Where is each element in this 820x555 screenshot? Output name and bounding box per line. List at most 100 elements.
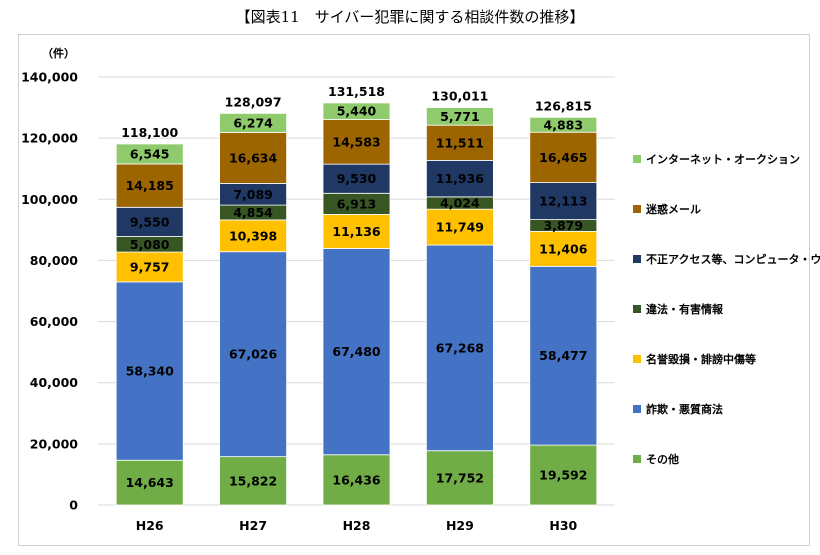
bar-segment bbox=[529, 116, 598, 133]
legend-label: 名誉毀損・誹謗中傷等 bbox=[646, 352, 756, 366]
bar-segment-label: 11,511 bbox=[436, 135, 484, 150]
bar-stack-H30: 19,592 58,477 11,406 3,879 12,113 16,465 4,883… bbox=[529, 98, 598, 506]
x-axis: H26 H27 H28 H29 H30 bbox=[136, 518, 578, 533]
bar-segment bbox=[425, 244, 494, 452]
y-tick-label: 0 bbox=[69, 498, 78, 513]
bar-segment bbox=[322, 248, 391, 456]
y-tick-label: 60,000 bbox=[30, 314, 79, 329]
bar-segment-label: 6,913 bbox=[337, 196, 377, 211]
bar-segment bbox=[425, 107, 494, 126]
bar-segment-label: 58,340 bbox=[126, 364, 175, 379]
y-axis-unit-label: （件） bbox=[42, 46, 75, 60]
legend-swatch bbox=[633, 405, 641, 413]
x-tick-label: H30 bbox=[549, 518, 577, 533]
bar-segment bbox=[425, 208, 494, 246]
bar-segment bbox=[322, 454, 391, 506]
bar-segment-label: 19,592 bbox=[539, 468, 587, 483]
bar-segment-label: 58,477 bbox=[539, 348, 587, 363]
bar-segment-label: 11,136 bbox=[332, 224, 381, 239]
bar-total-label: 118,100 bbox=[121, 125, 178, 140]
bar-segment-label: 14,185 bbox=[126, 178, 174, 193]
y-tick-label: 40,000 bbox=[30, 375, 79, 390]
y-tick-label: 80,000 bbox=[30, 253, 79, 268]
legend-swatch bbox=[633, 355, 641, 363]
bar-segment-label: 14,643 bbox=[126, 475, 174, 490]
bar-total-label: 126,815 bbox=[535, 98, 592, 113]
page-title: 【図表11 サイバー犯罪に関する相談件数の推移】 bbox=[235, 8, 585, 26]
bar-segment-label: 15,822 bbox=[229, 473, 277, 488]
legend-label: その他 bbox=[646, 452, 679, 466]
bar-segment-label: 5,771 bbox=[440, 109, 480, 124]
bar-segment bbox=[322, 102, 391, 120]
bar-segment-label: 6,274 bbox=[233, 115, 273, 130]
bar-segment-label: 4,024 bbox=[440, 196, 480, 211]
y-axis: 0 20,000 40,000 60,000 80,000 100,000 120,000 1… bbox=[21, 70, 78, 513]
bar-segment bbox=[219, 456, 288, 506]
legend-label: 違法・有害情報 bbox=[646, 302, 724, 316]
legend-label: 迷惑メール bbox=[645, 202, 701, 216]
bar-segment-label: 16,465 bbox=[539, 150, 587, 165]
legend-swatch bbox=[633, 455, 641, 463]
bar-segment bbox=[322, 119, 391, 165]
bar-segment-label: 67,268 bbox=[436, 340, 484, 355]
bar-segment bbox=[322, 163, 391, 194]
bar-segment-label: 3,879 bbox=[544, 218, 584, 233]
bar-segment-label: 10,398 bbox=[229, 228, 277, 243]
bar-segment bbox=[322, 214, 391, 249]
bar-total-label: 131,518 bbox=[328, 84, 385, 99]
bar-segment-label: 5,440 bbox=[337, 104, 377, 119]
legend-swatch bbox=[633, 255, 641, 263]
legend-label: 不正アクセス等、コンピュータ・ウイルス bbox=[646, 252, 820, 266]
bar-segment bbox=[115, 251, 184, 283]
bar-stack-H27: 15,822 67,026 10,398 4,854 7,089 16,634 6,274 1… bbox=[219, 94, 288, 506]
x-tick-label: H29 bbox=[446, 518, 474, 533]
y-tick-label: 140,000 bbox=[21, 70, 78, 85]
bar-segment-label: 67,026 bbox=[229, 347, 278, 362]
x-tick-label: H28 bbox=[343, 518, 371, 533]
legend-label: インターネット・オークション bbox=[646, 153, 800, 166]
bar-segment bbox=[115, 281, 184, 461]
bar-segment bbox=[425, 450, 494, 506]
bar-segment bbox=[115, 459, 184, 506]
y-tick-label: 120,000 bbox=[21, 131, 78, 146]
bar-segment-label: 11,936 bbox=[436, 171, 485, 186]
bar-segment-label: 9,530 bbox=[337, 171, 377, 186]
bar-segment-label: 11,406 bbox=[539, 241, 588, 256]
bar-segment bbox=[219, 132, 288, 184]
bar-segment bbox=[425, 159, 494, 198]
x-tick-label: H26 bbox=[136, 518, 164, 533]
legend-swatch bbox=[633, 305, 641, 313]
bar-stack-H26: 14,643 58,340 9,757 5,080 9,550 14,185 6,545 11… bbox=[115, 125, 184, 506]
bar-stacks: 14,643 58,340 9,757 5,080 9,550 14,185 6,545 11… bbox=[115, 84, 598, 506]
legend-swatch bbox=[633, 155, 641, 163]
y-tick-label: 20,000 bbox=[30, 436, 79, 451]
bar-segment-label: 67,480 bbox=[332, 344, 381, 359]
bar-segment-label: 16,634 bbox=[229, 150, 278, 165]
bar-segment bbox=[219, 112, 288, 133]
bar-segment-label: 5,080 bbox=[130, 237, 170, 252]
bar-segment bbox=[115, 206, 184, 237]
bar-total-label: 128,097 bbox=[225, 94, 282, 109]
bar-segment-label: 17,752 bbox=[436, 470, 484, 485]
bar-total-label: 130,011 bbox=[431, 89, 488, 104]
bar-segment-label: 14,583 bbox=[332, 134, 380, 149]
bar-segment-label: 16,436 bbox=[332, 472, 381, 487]
x-tick-label: H27 bbox=[239, 518, 267, 533]
bar-stack-H28: 16,436 67,480 11,136 6,913 9,530 14,583 5,440 1… bbox=[322, 84, 391, 506]
bar-segment-label: 9,550 bbox=[130, 214, 170, 229]
legend-swatch bbox=[633, 205, 641, 213]
bar-segment-label: 6,545 bbox=[130, 146, 170, 161]
bar-segment-label: 4,883 bbox=[544, 117, 584, 132]
bar-segment bbox=[529, 231, 598, 267]
bar-segment-label: 4,854 bbox=[233, 205, 273, 220]
bar-segment bbox=[219, 251, 288, 458]
bar-segment bbox=[425, 124, 494, 161]
bar-segment bbox=[115, 143, 184, 165]
legend: インターネット・オークション迷惑メール不正アクセス等、コンピュータ・ウイルス違法… bbox=[633, 153, 820, 466]
bar-segment-label: 12,113 bbox=[539, 194, 587, 209]
bar-segment bbox=[115, 163, 184, 208]
y-tick-label: 100,000 bbox=[21, 192, 78, 207]
bar-stack-H29: 17,752 67,268 11,749 4,024 11,936 11,511 5,771… bbox=[425, 89, 494, 506]
bar-segment-label: 9,757 bbox=[130, 259, 170, 274]
